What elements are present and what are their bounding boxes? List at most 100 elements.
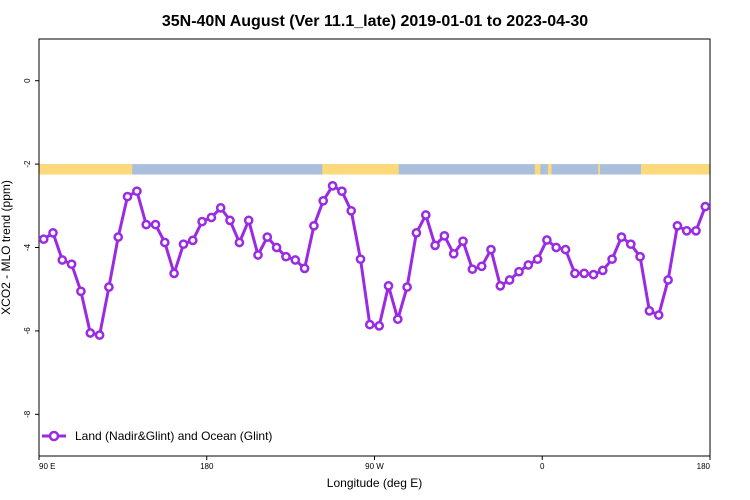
data-point (514, 266, 524, 277)
land-ocean-bar (39, 164, 710, 175)
data-point (327, 180, 338, 191)
data-point (187, 235, 198, 246)
data-point (141, 219, 152, 230)
land-segment (322, 164, 399, 175)
series-line (42, 184, 707, 337)
data-point (551, 242, 562, 253)
data-point (318, 195, 329, 206)
data-point (234, 237, 245, 248)
data-point (38, 234, 49, 245)
data-point (672, 220, 683, 231)
data-point (290, 255, 301, 265)
data-point (504, 275, 515, 285)
data-point (495, 281, 506, 291)
x-axis: 90 E 180 90 W 0 180 (38, 456, 711, 471)
data-point (644, 306, 655, 316)
legend-label: Land (Nadir&Glint) and Ocean (Glint) (75, 429, 272, 443)
data-point (85, 328, 96, 338)
data-point (150, 219, 161, 230)
y-tick-label: -2 (23, 160, 32, 168)
data-point (616, 232, 627, 242)
land-segment (547, 164, 552, 175)
x-tick-label: 90 W (365, 462, 384, 471)
y-tick-label: -4 (23, 243, 32, 251)
y-axis-label: XCO2 - MLO trend (ppm) (0, 180, 13, 315)
data-point (243, 215, 254, 226)
data-point (570, 268, 580, 279)
data-point (588, 269, 599, 280)
data-point (271, 242, 282, 253)
x-tick-label: 90 E (39, 462, 55, 471)
chart-title: 35N-40N August (Ver 11.1_late) 2019-01-0… (162, 13, 588, 30)
land-segment (598, 164, 601, 175)
data-point (467, 264, 478, 275)
data-point (94, 330, 105, 340)
data-point (299, 263, 310, 274)
y-tick-label: -8 (23, 410, 32, 418)
data-point (681, 225, 692, 236)
data-point (122, 191, 133, 202)
data-point (523, 260, 534, 270)
data-point (48, 228, 58, 238)
data-point (309, 220, 319, 231)
land-segment (534, 164, 541, 175)
data-point (542, 235, 552, 245)
y-axis: 0 -2 -4 -6 -8 (23, 78, 39, 418)
data-point (66, 259, 77, 270)
y-tick-label: -6 (23, 327, 32, 335)
data-point (57, 255, 68, 265)
data-point (700, 201, 711, 212)
data-point (364, 319, 375, 330)
data-point (337, 186, 347, 197)
data-point (635, 251, 645, 262)
land-segment (641, 164, 710, 175)
data-point (215, 203, 226, 213)
data-point (281, 251, 291, 262)
data-point (607, 254, 617, 265)
data-point (132, 186, 142, 197)
land-segment (39, 164, 133, 175)
data-point (625, 239, 636, 250)
data-point (159, 237, 170, 248)
data-point (178, 239, 189, 250)
data-point (76, 286, 86, 297)
data-point (262, 232, 273, 242)
data-point (653, 310, 664, 320)
data-point (113, 232, 124, 242)
x-tick-label: 180 (200, 462, 214, 471)
x-axis-label: Longitude (deg E) (327, 476, 422, 490)
data-point (355, 254, 366, 265)
data-point (383, 281, 394, 291)
legend-marker (48, 430, 60, 442)
data-point (374, 321, 385, 331)
data-point (402, 282, 412, 292)
series-layer (38, 180, 711, 340)
data-point (225, 215, 235, 226)
data-point (420, 210, 431, 220)
plot-frame (38, 38, 711, 457)
data-point (430, 240, 440, 251)
data-point (458, 236, 468, 247)
x-tick-label: 0 (540, 462, 545, 471)
data-point (411, 228, 422, 238)
data-point (439, 230, 450, 241)
data-point (486, 244, 496, 255)
data-point (532, 254, 543, 265)
data-point (691, 225, 701, 236)
data-point (392, 314, 403, 325)
data-point (197, 216, 207, 227)
data-point (560, 244, 571, 255)
data-point (104, 282, 114, 292)
data-point (579, 268, 590, 279)
data-point (663, 275, 673, 285)
y-tick-label: 0 (23, 78, 32, 83)
data-point (597, 265, 608, 276)
data-point (253, 250, 263, 260)
data-point (448, 248, 459, 259)
data-point (169, 268, 179, 279)
legend: Land (Nadir&Glint) and Ocean (Glint) (42, 429, 272, 443)
data-point (206, 212, 217, 223)
data-point (476, 261, 487, 272)
x-tick-label: 180 (697, 462, 711, 471)
